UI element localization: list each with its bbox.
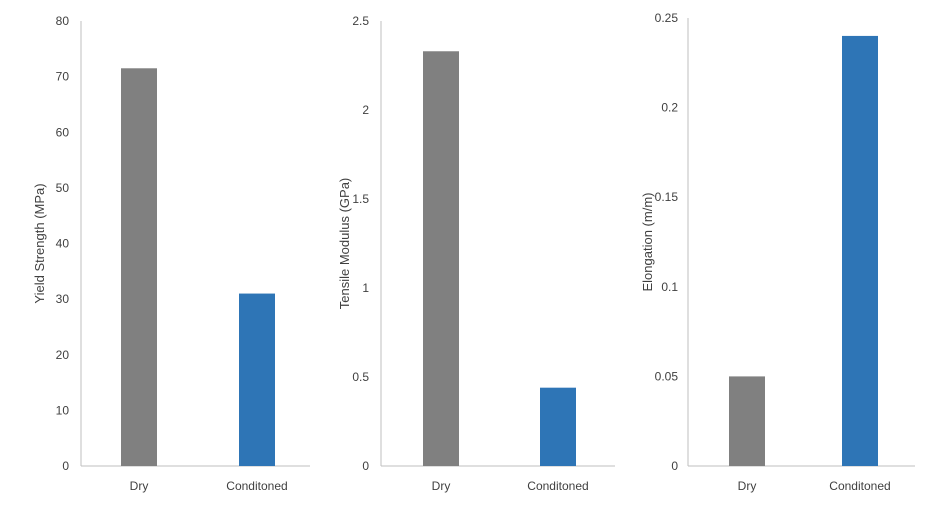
y-tick-label: 0.2: [661, 101, 678, 115]
chart-1: 0 10 20 30 40 50 60 70 80 Yield Strength (MPa) Dry…: [32, 14, 310, 493]
x-category-label: Dry: [130, 479, 149, 493]
y-tick-label: 1.5: [352, 192, 369, 206]
y-tick-label: 2: [362, 103, 369, 117]
bar-dry: [121, 68, 157, 466]
bar-conditoned: [239, 293, 275, 466]
y-tick-label: 50: [56, 181, 70, 195]
x-category-label: Conditoned: [829, 479, 890, 493]
bar-conditoned: [540, 387, 576, 466]
y-tick-label: 1: [362, 281, 369, 295]
bar-dry: [423, 51, 459, 466]
y-tick-label: 80: [56, 14, 70, 28]
y-tick-label: 40: [56, 237, 70, 251]
y-tick-label: 2.5: [352, 14, 369, 28]
y-tick-label: 0.15: [655, 190, 679, 204]
x-category-label: Conditoned: [226, 479, 287, 493]
x-category-label: Conditoned: [527, 479, 588, 493]
y-tick-label: 0.5: [352, 370, 369, 384]
y-axis-title: Tensile Modulus (GPa): [337, 178, 352, 310]
chart-2: 0 0.5 1 1.5 2 2.5 Tensile Modulus (GPa) Dry Cond…: [337, 14, 615, 493]
y-tick-label: 60: [56, 125, 70, 139]
y-tick-label: 0.05: [655, 369, 679, 383]
x-category-label: Dry: [432, 479, 451, 493]
y-axis-title: Elongation (m/m): [640, 193, 655, 292]
y-tick-label: 0.1: [661, 280, 678, 294]
y-axis-title: Yield Strength (MPa): [32, 183, 47, 303]
y-tick-label: 0: [62, 459, 69, 473]
y-tick-label: 10: [56, 403, 70, 417]
y-tick-label: 0: [362, 459, 369, 473]
y-tick-label: 0: [671, 459, 678, 473]
y-tick-label: 70: [56, 70, 70, 84]
y-tick-label: 20: [56, 348, 70, 362]
x-category-label: Dry: [738, 479, 757, 493]
bar-conditoned: [842, 35, 878, 467]
y-tick-label: 0.25: [655, 11, 679, 25]
chart-3: 0 0.05 0.1 0.15 0.2 0.25 Elongation (m/m) Dry Co…: [640, 11, 915, 493]
bar-dry: [729, 376, 765, 466]
y-tick-label: 30: [56, 292, 70, 306]
